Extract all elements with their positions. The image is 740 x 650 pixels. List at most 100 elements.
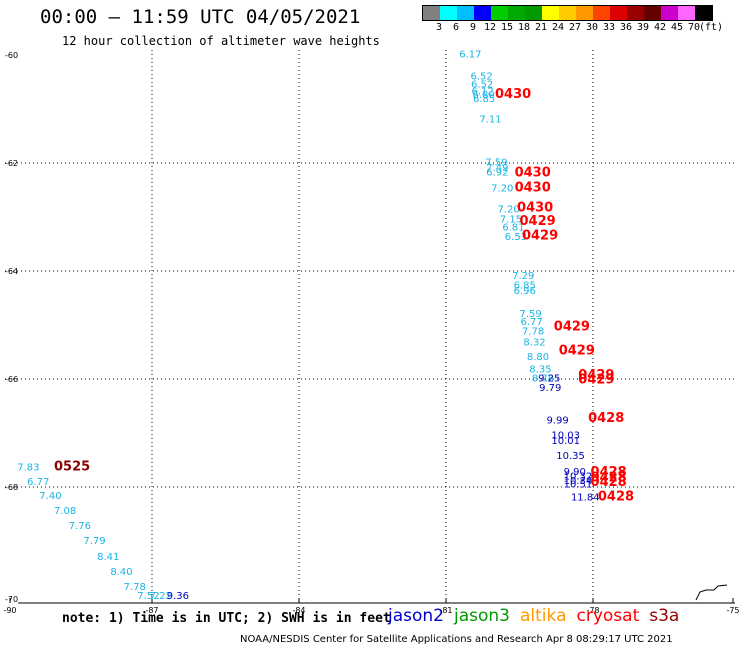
- observation-time: 0428: [591, 465, 627, 480]
- wave-height-value: 8.80: [527, 352, 549, 363]
- wave-height-value: 9.36: [167, 591, 189, 602]
- map-title: 00:00 – 11:59 UTC 04/05/2021: [40, 6, 361, 28]
- colorbar-label: 24: [551, 22, 565, 33]
- observation-time: 0429: [578, 372, 614, 387]
- wave-height-value: 8.32: [523, 338, 545, 349]
- wave-height-value: 8.40: [110, 567, 132, 578]
- wave-height-value: 6.53: [505, 232, 527, 243]
- colorbar-label: 36: [619, 22, 633, 33]
- lon-tick-label: -78: [586, 606, 599, 615]
- colorbar-swatch: [440, 6, 457, 20]
- colorbar-swatch: [508, 6, 525, 20]
- wave-height-value: 7.15: [500, 214, 522, 225]
- legend-jason2: jason2: [388, 606, 444, 626]
- colorbar-swatch: [525, 6, 542, 20]
- colorbar-label: 18: [517, 22, 531, 33]
- wave-height-value: 9.25: [538, 374, 560, 385]
- colorbar-swatch: [661, 6, 678, 20]
- observation-time: 0428: [588, 411, 624, 426]
- observation-time: 0430: [517, 201, 553, 216]
- wave-height-value: 6.80: [472, 90, 494, 101]
- wave-height-value: 6.17: [459, 50, 481, 61]
- colorbar-swatch: [491, 6, 508, 20]
- wave-height-value: 6.96: [514, 286, 536, 297]
- observation-time: 0430: [495, 87, 531, 102]
- observation-time: 0430: [515, 166, 551, 181]
- colorbar-swatch: [593, 6, 610, 20]
- colorbar-label: 21: [534, 22, 548, 33]
- wave-height-value: 6.81: [502, 223, 524, 234]
- colorbar-label: 9: [469, 22, 477, 33]
- colorbar-labels: 3 6 9 12 15 18 21 24 27 30 33 36 39 42 45 70 (ft): [422, 22, 740, 34]
- lon-tick-label: -75: [726, 606, 739, 615]
- wave-height-value: 8.78: [532, 374, 554, 385]
- lon-tick-label: -87: [145, 606, 158, 615]
- wave-height-value: 6.52: [471, 79, 493, 90]
- lat-tick-label: -70: [5, 595, 18, 604]
- wave-height-value: 6.77: [520, 317, 542, 328]
- wave-height-value: 11.84: [571, 493, 600, 504]
- wave-height-value: 7.59: [520, 309, 542, 320]
- wave-height-value: 10.34: [564, 476, 593, 487]
- lon-tick-label: -90: [3, 606, 16, 615]
- wave-height-value: 7.40: [39, 491, 61, 502]
- observation-time: 0428: [591, 471, 627, 486]
- lon-tick-label: -81: [439, 606, 452, 615]
- colorbar-swatch: [610, 6, 627, 20]
- colorbar-swatch: [423, 6, 440, 20]
- colorbar-label: 33: [602, 22, 616, 33]
- wave-height-value: 7.11: [479, 115, 501, 126]
- wave-height-value: 7.78: [522, 327, 544, 338]
- wave-height-value: 9.99: [546, 415, 568, 426]
- observation-time: 0429: [554, 319, 590, 334]
- colorbar-label: 15: [500, 22, 514, 33]
- colorbar-swatch: [627, 6, 644, 20]
- lat-tick-label: -68: [5, 483, 18, 492]
- observation-time: 0428: [591, 475, 627, 490]
- wave-height-value: 7.78: [124, 582, 146, 593]
- colorbar-label: 3: [435, 22, 443, 33]
- wave-height-value: 6.52: [471, 71, 493, 82]
- wave-height-value: 7.52: [137, 591, 159, 602]
- colorbar-label: 30: [585, 22, 599, 33]
- legend-altika: altika: [520, 606, 567, 626]
- wave-height-value: 7.59: [485, 158, 507, 169]
- wave-height-value: 10.32: [564, 471, 593, 482]
- colorbar-swatch: [559, 6, 576, 20]
- wave-height-value: 7.20: [497, 205, 519, 216]
- wave-height-value: 9.79: [539, 383, 561, 394]
- observation-time: 0429: [559, 344, 595, 359]
- wave-height-value: 9.90: [564, 467, 586, 478]
- axis-ticks: -90 -87 -84 -81 -78 -75 -60 -62 -64 -66 -68 -70: [3, 51, 739, 615]
- wave-height-value: 6.85: [514, 280, 536, 291]
- wave-height-colorbar: [422, 5, 713, 21]
- observation-time: 0428: [598, 490, 634, 505]
- wave-height-value: 6.92: [486, 167, 508, 178]
- observation-time: 0525: [54, 459, 90, 474]
- colorbar-label: (ft): [698, 22, 724, 33]
- satellite-legend: jason2 jason3 altika cryosat s3a: [388, 606, 689, 626]
- colorbar-swatch: [542, 6, 559, 20]
- footnote: note: 1) Time is in UTC; 2) SWH is in fe…: [62, 611, 391, 626]
- wave-height-value: 8.41: [97, 552, 119, 563]
- colorbar-swatch: [695, 6, 712, 20]
- observation-labels: 6.176.526.526.126.806.857.117.597.496.92…: [17, 50, 599, 602]
- colorbar-swatch: [457, 6, 474, 20]
- wave-height-value: 10.03: [551, 430, 580, 441]
- colorbar-swatch: [678, 6, 695, 20]
- observation-time: 0430: [515, 181, 551, 196]
- legend-jason3: jason3: [454, 606, 510, 626]
- colorbar-label: 45: [670, 22, 684, 33]
- observation-time: 0429: [522, 229, 558, 244]
- lat-tick-label: -64: [5, 267, 18, 276]
- map-subtitle: 12 hour collection of altimeter wave hei…: [62, 34, 380, 48]
- observation-time: 0429: [520, 214, 556, 229]
- lat-tick-label: -62: [5, 159, 18, 168]
- coastline-segment: [695, 584, 728, 601]
- colorbar-label: 70: [687, 22, 701, 33]
- time-labels: 0430043004300430042904290429042904290429…: [54, 87, 634, 504]
- map-grid: [5, 50, 735, 602]
- colorbar-label: 42: [653, 22, 667, 33]
- wave-height-value: 7.22: [150, 591, 172, 602]
